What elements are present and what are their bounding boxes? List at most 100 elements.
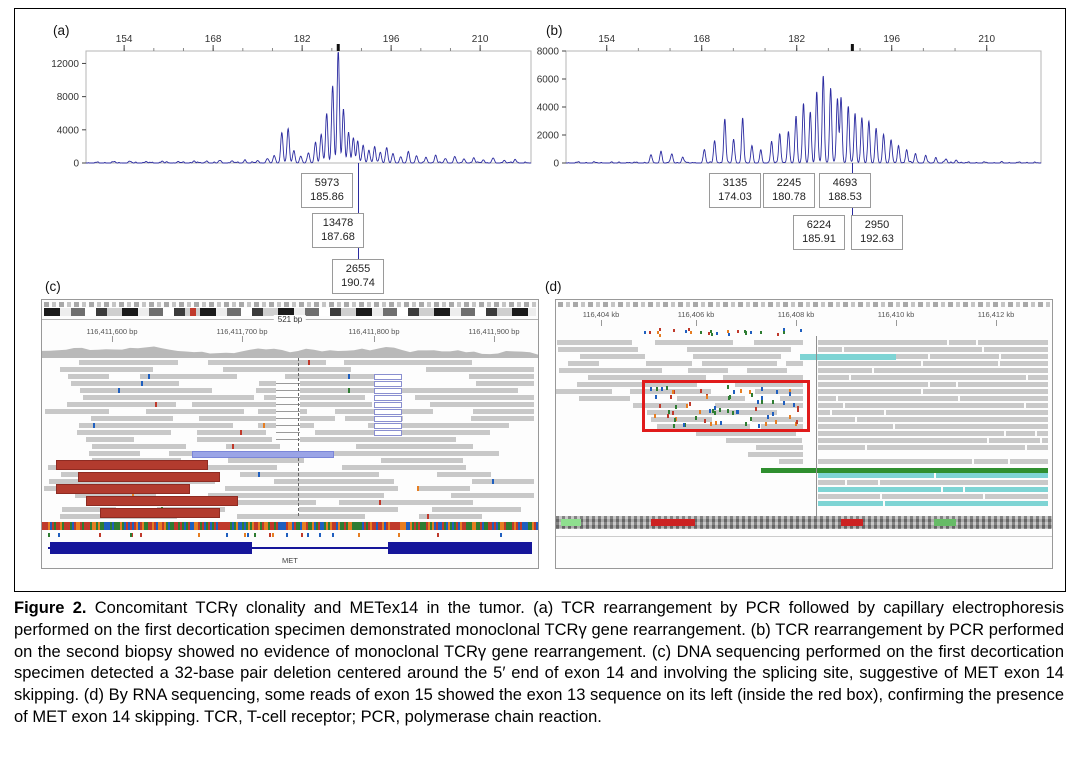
svg-text:196: 196 (883, 34, 900, 45)
read (818, 431, 1048, 436)
read (755, 389, 803, 394)
soft-clip-fleck (800, 329, 802, 332)
mismatch-tick (659, 404, 661, 408)
read (568, 361, 599, 366)
mismatch-tick (793, 403, 795, 407)
mismatch-tick (258, 472, 260, 477)
read (140, 374, 237, 379)
gap-spanning-read (374, 409, 402, 415)
read (723, 375, 803, 380)
mismatch-tick (727, 385, 729, 389)
mismatch-tick (699, 410, 701, 414)
variant-dot (131, 533, 133, 537)
read (207, 465, 277, 470)
deletion-line (276, 418, 300, 419)
svg-text:8000: 8000 (537, 47, 560, 58)
mismatch-tick (695, 416, 697, 420)
read (83, 395, 254, 400)
read (747, 368, 787, 373)
mismatch-tick (736, 410, 738, 414)
mismatch-tick (700, 389, 702, 393)
svg-text:210: 210 (978, 34, 995, 45)
read (293, 437, 456, 442)
read (71, 381, 179, 386)
mismatch-tick (673, 390, 675, 394)
read (558, 347, 638, 352)
mismatch-tick (758, 424, 760, 428)
feature-mark (934, 519, 956, 526)
read (818, 403, 1048, 408)
mismatch-tick (727, 409, 729, 413)
mismatch-tick (656, 387, 658, 391)
read (579, 396, 630, 401)
caption-body: Concomitant TCRγ clonality and METex14 i… (14, 599, 1065, 726)
panel-a-label: (a) (53, 23, 70, 38)
center-guide-line (298, 358, 299, 516)
read (315, 430, 490, 435)
ruler-label: 116,406 kb (677, 310, 715, 319)
gap-spanning-read (374, 374, 402, 380)
mismatch-tick (118, 388, 120, 393)
read (577, 382, 697, 387)
read (715, 403, 803, 408)
read (780, 396, 803, 401)
read (226, 444, 280, 449)
peak-height: 5973 (314, 177, 340, 189)
read (818, 361, 1048, 366)
ruler-tick (374, 336, 375, 342)
soft-clip-fleck (744, 330, 746, 333)
soft-clip-fleck (737, 330, 739, 333)
mismatch-tick (689, 402, 691, 406)
ruler-label: 116,411,600 bp (86, 327, 138, 336)
peak-callout: 13478 187.68 (312, 213, 364, 248)
soft-clip-fleck (777, 333, 779, 336)
deletion-line (276, 432, 300, 433)
read (657, 424, 750, 429)
mismatch-tick (772, 400, 774, 404)
soft-clip-fleck (716, 332, 718, 335)
ruler-label: 116,412 kb (977, 310, 1015, 319)
long-green-read (761, 468, 1048, 473)
mismatch-tick (427, 514, 429, 519)
deletion-line (276, 397, 300, 398)
peak-size-bp: 187.68 (321, 231, 355, 244)
gap-spanning-read (374, 381, 402, 387)
locus-text-strip (558, 302, 1050, 307)
variant-dot (272, 533, 274, 537)
exon-skipping-read-cyan (800, 354, 896, 360)
read (818, 410, 1048, 415)
gene-line (556, 536, 1052, 537)
svg-text:196: 196 (383, 34, 400, 45)
read (91, 416, 173, 421)
mismatch-tick (751, 393, 753, 397)
soft-clip-fleck (690, 331, 692, 334)
read (197, 437, 272, 442)
peak-size-bp: 192.63 (860, 233, 894, 246)
read (726, 438, 802, 443)
variant-dot (269, 533, 271, 537)
mismatch-tick (240, 430, 242, 435)
mismatch-tick (761, 396, 763, 400)
read (208, 360, 326, 365)
deletion-line (276, 390, 300, 391)
panel-b: 154 168 182 196 210 0 2000 4000 6000 8000 (b) 313… (532, 15, 1063, 277)
read (256, 388, 384, 393)
peak-callout: 5973 185.86 (301, 173, 353, 208)
read (818, 438, 1048, 443)
svg-text:6000: 6000 (537, 75, 560, 86)
soft-clip-fleck (685, 330, 687, 333)
read (237, 514, 365, 519)
sequence-track (42, 522, 538, 530)
gap-spanning-read (374, 395, 402, 401)
variant-dot (48, 533, 50, 537)
read (92, 444, 186, 449)
peak-callout: 4693 188.53 (819, 173, 871, 208)
mismatch-tick (737, 410, 739, 414)
mismatch-tick (745, 422, 747, 426)
ruler-tick (996, 320, 997, 326)
mismatch-tick (715, 421, 717, 425)
discordant-read-red (100, 508, 220, 518)
deletion-line (276, 411, 300, 412)
igv-dna-view: 521 bp 116,411,600 bp 116,411,700 bp 116… (41, 299, 539, 569)
peak-height: 4693 (832, 177, 858, 189)
